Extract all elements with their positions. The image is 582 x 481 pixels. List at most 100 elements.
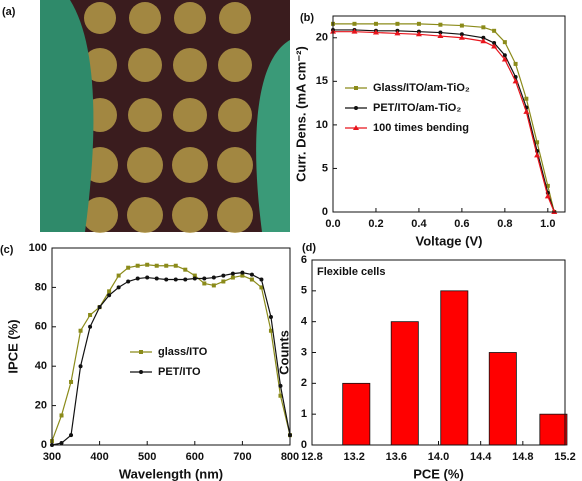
marker <box>183 277 188 282</box>
panel-label: (d) <box>302 242 316 254</box>
x-tick-label: 0.8 <box>497 218 512 230</box>
marker <box>164 277 169 282</box>
marker <box>502 40 507 45</box>
marker <box>116 273 121 278</box>
marker <box>97 305 102 310</box>
marker <box>523 108 530 114</box>
marker <box>249 272 254 277</box>
x-tick-label: 0.2 <box>368 218 383 230</box>
y-tick-label: 5 <box>322 162 328 174</box>
y-tick-label: 20 <box>316 32 328 44</box>
x-tick-label: 600 <box>186 451 204 463</box>
marker <box>278 383 283 388</box>
marker <box>354 86 358 90</box>
y-tick-label: 20 <box>35 400 47 412</box>
y-tick-label: 80 <box>35 281 47 293</box>
marker <box>240 270 245 275</box>
marker <box>259 277 264 282</box>
marker <box>88 324 93 329</box>
marker <box>438 22 443 27</box>
bar <box>440 290 469 446</box>
marker <box>544 193 551 199</box>
legend-label: PET/ITO/am-TiO₂ <box>373 102 461 114</box>
x-tick-label: 800 <box>281 451 299 463</box>
glove-left <box>40 0 94 232</box>
marker <box>78 328 83 333</box>
y-axis-title: Curr. Dens. (mA cm⁻²) <box>293 46 308 182</box>
x-tick-label: 1.0 <box>540 218 555 230</box>
marker <box>78 364 83 369</box>
legend-label: 100 times bending <box>373 122 469 134</box>
y-tick-label: 4 <box>301 316 308 328</box>
marker <box>135 263 140 268</box>
marker <box>230 271 235 276</box>
plot-frame <box>51 247 291 446</box>
glove-right <box>256 40 290 232</box>
marker <box>268 314 273 319</box>
marker <box>437 33 444 39</box>
marker <box>107 293 112 298</box>
marker <box>492 41 497 46</box>
marker <box>154 263 159 268</box>
marker <box>126 279 131 284</box>
marker <box>173 277 178 282</box>
marker <box>221 273 226 278</box>
marker <box>145 275 150 280</box>
x-axis-title: PCE (%) <box>413 466 464 481</box>
bar <box>488 352 517 446</box>
marker <box>202 281 207 286</box>
marker <box>116 285 121 290</box>
marker <box>173 263 178 268</box>
marker <box>458 34 465 40</box>
marker <box>211 275 216 280</box>
plot-frame <box>311 259 566 446</box>
marker <box>221 279 226 284</box>
marker <box>545 183 550 188</box>
marker <box>268 328 273 333</box>
y-tick-label: 1 <box>301 408 307 420</box>
marker <box>88 312 93 317</box>
panel-label: (a) <box>2 6 16 18</box>
marker <box>211 283 216 288</box>
marker <box>240 273 245 278</box>
marker <box>69 379 74 384</box>
y-tick-label: 40 <box>35 360 47 372</box>
marker <box>145 262 150 267</box>
x-tick-label: 500 <box>138 451 156 463</box>
marker <box>372 29 379 35</box>
x-tick-label: 0.4 <box>411 218 427 230</box>
x-tick-label: 400 <box>90 451 108 463</box>
bar <box>390 321 419 446</box>
y-tick-label: 2 <box>301 377 307 389</box>
marker <box>459 32 464 37</box>
marker <box>492 28 497 33</box>
marker <box>353 125 359 130</box>
y-tick-label: 0 <box>41 439 47 451</box>
x-tick-label: 12.8 <box>301 451 322 463</box>
y-tick-label: 15 <box>316 75 328 87</box>
marker <box>491 43 498 49</box>
marker <box>59 413 64 418</box>
marker <box>139 370 143 374</box>
marker <box>59 441 64 446</box>
bar <box>342 382 371 446</box>
marker <box>535 140 540 145</box>
y-tick-label: 3 <box>301 346 307 358</box>
y-tick-label: 0 <box>322 206 328 218</box>
marker <box>354 106 358 110</box>
x-tick-label: 13.2 <box>343 451 364 463</box>
marker <box>351 28 358 34</box>
x-axis-title: Voltage (V) <box>416 233 483 248</box>
marker <box>481 25 486 30</box>
marker <box>459 23 464 28</box>
marker <box>416 21 421 26</box>
bar <box>539 413 568 446</box>
marker <box>373 21 378 26</box>
marker <box>524 96 529 101</box>
annotation: Flexible cells <box>317 266 385 278</box>
x-tick-label: 14.4 <box>470 451 492 463</box>
x-axis-title: Wavelength (nm) <box>119 466 223 481</box>
marker <box>139 350 143 354</box>
